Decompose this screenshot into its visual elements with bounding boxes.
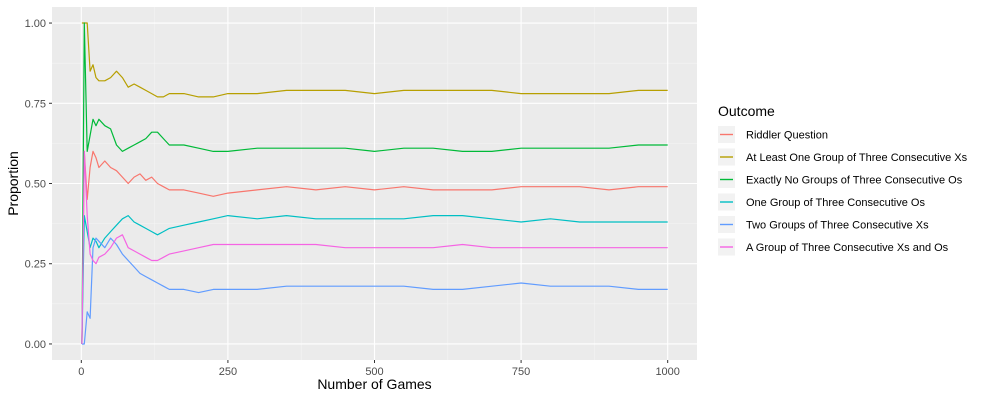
y-tick-label: 0.50	[25, 179, 46, 191]
y-tick-label: 0.75	[25, 98, 46, 110]
series-line-2	[81, 22, 668, 98]
series-line-3	[81, 22, 668, 345]
legend: Outcome Riddler Question At Least One Gro…	[718, 103, 968, 256]
series-lines	[81, 22, 668, 345]
series-line-6	[81, 150, 668, 345]
y-axis-title: Proportion	[5, 151, 21, 216]
y-axis-ticks: 0.00 0.25 0.50 0.75 1.00	[25, 18, 52, 351]
x-tick-label: 500	[365, 366, 383, 378]
legend-items: Riddler Question At Least One Group of Th…	[718, 126, 968, 256]
series-line-1	[81, 150, 668, 345]
x-axis-title: Number of Games	[317, 376, 431, 392]
y-tick-label: 0.25	[25, 259, 46, 271]
legend-label: Exactly No Groups of Three Consecutive O…	[746, 175, 963, 187]
legend-label: One Group of Three Consecutive Os	[746, 197, 925, 209]
legend-label: Riddler Question	[746, 130, 828, 142]
y-tick-label: 0.00	[25, 339, 46, 351]
legend-label: A Group of Three Consecutive Xs and Os	[746, 242, 949, 254]
grid-major	[52, 7, 697, 360]
series-line-5	[81, 237, 668, 345]
legend-label: Two Groups of Three Consecutive Xs	[746, 220, 929, 232]
legend-title: Outcome	[718, 103, 775, 119]
x-tick-label: 1000	[655, 366, 679, 378]
series-line-4	[81, 215, 668, 345]
x-tick-label: 250	[219, 366, 237, 378]
y-tick-label: 1.00	[25, 18, 46, 30]
x-axis-ticks: 0 250 500 750 1000	[78, 360, 680, 378]
x-tick-label: 0	[78, 366, 84, 378]
x-tick-label: 750	[512, 366, 530, 378]
legend-label: At Least One Group of Three Consecutive …	[746, 152, 968, 164]
